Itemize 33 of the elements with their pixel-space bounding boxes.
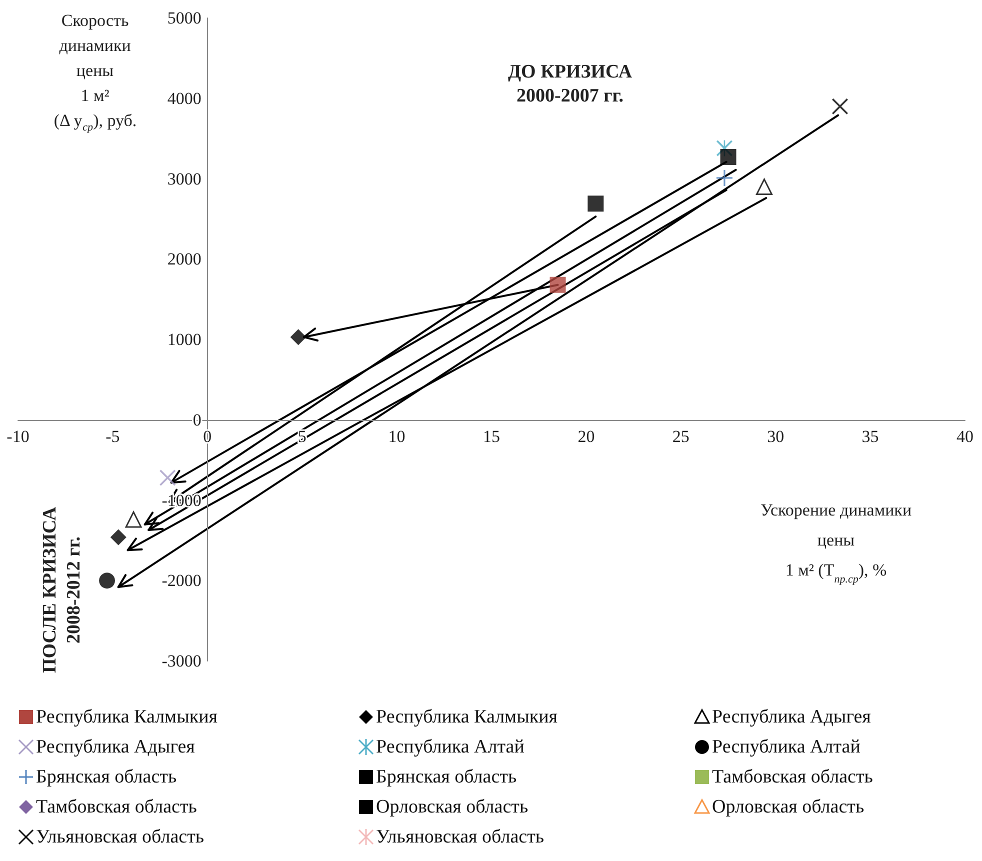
x-tick-label: -5 (106, 426, 120, 446)
y-tick-label: 2000 (167, 250, 202, 269)
annotation: ПОСЛЕ КРИЗИСА 2008-2012 гг. (40, 506, 84, 674)
legend-label: Тамбовская область (36, 796, 198, 818)
x-tick-label: 40 (956, 426, 974, 446)
legend-label: Республика Адыгея (36, 736, 196, 758)
legend-label: Республика Алтай (712, 736, 860, 758)
legend-label: Республика Калмыкия (36, 706, 218, 728)
legend-label: Республика Калмыкия (376, 706, 558, 728)
annotation: ДО КРИЗИСА 2000-2007 гг. (508, 62, 632, 106)
y-tick-label: -3000 (162, 652, 202, 670)
legend-label: Брянская область (36, 766, 177, 788)
y-tick-label: 1000 (167, 330, 202, 349)
x-tick-label: -10 (6, 426, 30, 446)
legend-label: Ульяновская область (376, 826, 544, 848)
x-tick-label: 30 (767, 426, 784, 446)
y-tick-label: 5000 (167, 8, 202, 28)
y-tick-label: 4000 (167, 88, 202, 108)
y-tick-label: 0 (192, 410, 202, 430)
x-tick-label: 10 (388, 426, 406, 446)
legend-label: Республика Алтай (376, 736, 524, 758)
legend-label: Орловская область (376, 796, 528, 818)
legend-label: Тамбовская область (712, 766, 874, 788)
legend-label: Ульяновская область (36, 826, 204, 848)
legend-label: Республика Адыгея (712, 706, 872, 728)
legend-label: Орловская область (712, 796, 864, 818)
x-tick-label: 25 (672, 426, 690, 446)
y-tick-label: 3000 (167, 169, 202, 188)
x-tick-label: 15 (483, 426, 500, 446)
x-tick-label: 35 (862, 426, 879, 446)
legend-label: Брянская область (376, 766, 517, 788)
x-tick-label: 20 (578, 426, 595, 446)
y-tick-label: -2000 (162, 571, 202, 590)
